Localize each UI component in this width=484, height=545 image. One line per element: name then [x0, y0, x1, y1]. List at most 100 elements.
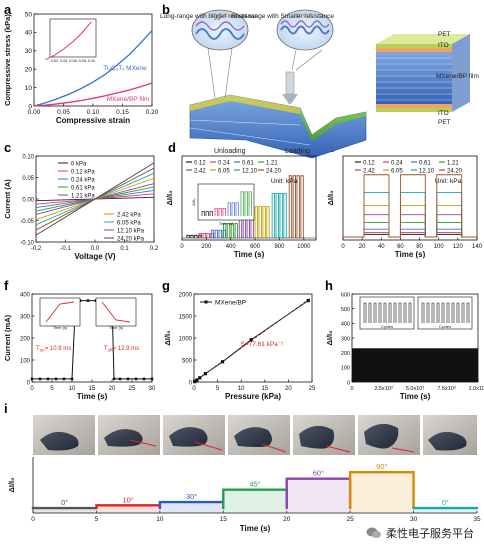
- x-tick-label: 5: [216, 386, 220, 392]
- pulse-trace: [343, 231, 477, 238]
- y-tick-label: 500: [182, 358, 193, 364]
- x-tick-label: 5: [95, 516, 99, 523]
- x-tick-label: 0: [30, 386, 34, 392]
- legend-label: 1.21 kPa: [71, 193, 95, 199]
- angle-label: 10°: [122, 495, 133, 504]
- x-tick-label: 0.20: [146, 109, 159, 116]
- inset-tick-label: 0.04: [60, 59, 67, 63]
- data-point: [150, 377, 154, 381]
- x-tick-label: 30: [410, 516, 418, 523]
- wechat-icon: [366, 527, 381, 539]
- legend-label: 0.61: [419, 160, 431, 166]
- data-point: [126, 377, 130, 381]
- legend-label: 12.10 kPa: [117, 228, 145, 234]
- y-tick-label: 0: [347, 380, 350, 386]
- y-tick-label: 30: [25, 48, 33, 55]
- legend-label: 24.20: [447, 168, 463, 174]
- y-tick-label: 40: [25, 30, 33, 37]
- angle-label: 45°: [249, 480, 260, 489]
- x-axis-label: Compressive strain: [56, 116, 130, 125]
- legend-marker: [204, 300, 208, 304]
- pulse-trace: [343, 205, 477, 238]
- x-tick-label: 200: [201, 244, 212, 250]
- x-tick-label: 20: [109, 386, 116, 392]
- x-axis-label: Pressure (kPa): [225, 392, 281, 401]
- pulse-trace: [288, 175, 304, 238]
- series-line: [33, 82, 153, 107]
- x-tick-label: 10: [156, 516, 164, 523]
- segment-fill: [350, 472, 414, 513]
- x-tick-label: 120: [453, 244, 464, 250]
- y-tick-label: 0: [189, 380, 193, 386]
- pulse-trace: [271, 192, 287, 238]
- y-tick-label: 10: [25, 85, 33, 92]
- x-tick-label: -0.2: [31, 246, 42, 252]
- x-tick-label: 15: [220, 516, 228, 523]
- data-point: [70, 377, 74, 381]
- x-tick-label: 2.5x10³: [374, 386, 393, 392]
- watermark: 柔性电子服务平台: [362, 524, 478, 542]
- data-point: [198, 376, 202, 380]
- data-point: [142, 377, 146, 381]
- y-axis-label: ΔI/I₀: [326, 190, 335, 205]
- y-axis-label: Current (A): [3, 179, 12, 219]
- x-tick-label: 15: [261, 386, 268, 392]
- segment-trace: [31, 506, 98, 510]
- data-point: [112, 377, 116, 381]
- y-tick-label: 1500: [179, 314, 193, 320]
- legend-label: 0.12 kPa: [71, 169, 95, 175]
- pulse-trace: [343, 228, 477, 238]
- pulse-trace: [343, 174, 477, 238]
- chart-d: 0 200 400 600 800 1000 Time (s) ΔI/I₀ 0.12 0.24 0.…: [165, 155, 317, 259]
- x-tick-label: 10: [238, 386, 245, 392]
- pulse-trace: [343, 191, 477, 238]
- y-tick-label: 0.05: [22, 176, 34, 182]
- legend-label: 0.61 kPa: [71, 185, 95, 191]
- legend-label: 2.42: [363, 168, 375, 174]
- legend-label: 6.05 kPa: [117, 220, 141, 226]
- x-tick-label: 0.15: [116, 109, 129, 116]
- y-axis-label: ΔI/I₀: [163, 330, 172, 345]
- watermark-text: 柔性电子服务平台: [386, 527, 474, 540]
- data-point: [54, 377, 58, 381]
- zoom-lens-right: e e e: [276, 9, 334, 71]
- photo-4: [293, 415, 355, 455]
- legend-label: 12.10: [419, 168, 435, 174]
- data-point: [62, 377, 66, 381]
- segment-trace: [348, 471, 415, 509]
- label-t-on: Ton= 10.9 ms: [36, 346, 71, 353]
- state-unloading: Unloading: [214, 148, 246, 155]
- panel-label-f: f: [4, 278, 9, 293]
- panel-label-b: b: [162, 2, 170, 17]
- x-tick-label: 60: [397, 244, 404, 250]
- x-tick-label: -0.1: [60, 246, 71, 252]
- plot-frame: [342, 155, 478, 241]
- data-point: [306, 299, 310, 303]
- x-tick-label: 15: [89, 386, 96, 392]
- y-tick-label: 50: [25, 11, 33, 18]
- bending-photo-strip: [33, 415, 477, 455]
- x-tick-label: 0.2: [150, 246, 159, 252]
- y-tick-label: 100: [20, 358, 31, 364]
- x-tick-label: 800: [274, 244, 285, 250]
- y-tick-label: 20: [25, 67, 33, 74]
- y-tick-label: 1000: [179, 336, 193, 342]
- x-tick-label: 0: [31, 516, 35, 523]
- y-tick-label: 600: [341, 292, 350, 298]
- y-tick-label: 300: [341, 336, 350, 342]
- legend-label: 1.21: [447, 160, 459, 166]
- mechanism-schematic: e e e e e e Long-range with bigger resis…: [160, 9, 479, 159]
- inset-trace: [421, 302, 470, 323]
- cycle-band: [352, 348, 478, 382]
- label-t-off: Toff= 12.9 ms: [104, 346, 139, 353]
- device-layer-stack: PET ITO MXene/BP film ITO PET: [376, 31, 479, 126]
- x-tick-label: 0: [192, 386, 196, 392]
- data-point: [193, 379, 197, 383]
- data-point: [86, 299, 90, 302]
- x-tick-label: 25: [309, 386, 316, 392]
- chart-i: 0 5 10 15 20 25 30 35 Time (s) ΔI/I₀ 0° 10° 30° 45° 60…: [7, 457, 481, 533]
- y-tick-label: 0.00: [22, 197, 34, 203]
- panel-label-h: h: [325, 278, 333, 293]
- inset-x-label: Cycles: [439, 324, 451, 329]
- x-axis-label: Time (s): [234, 250, 265, 259]
